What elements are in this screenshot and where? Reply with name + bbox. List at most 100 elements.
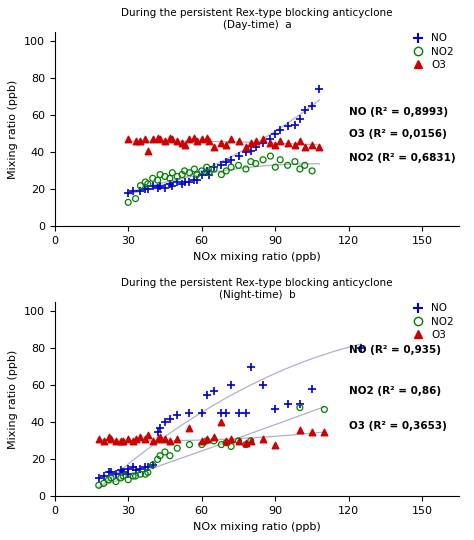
Point (193, 176, 201, 185)
Point (308, 427, 316, 436)
Point (107, 435, 115, 443)
Point (181, 140, 188, 149)
Point (222, 157, 230, 166)
Point (161, 418, 169, 427)
Point (166, 179, 173, 188)
Point (210, 143, 218, 151)
Point (316, 143, 323, 151)
Point (228, 381, 235, 390)
Point (296, 400, 304, 408)
Point (218, 161, 225, 170)
Point (154, 176, 161, 185)
Point (142, 178, 149, 186)
Point (205, 170, 213, 179)
Point (296, 114, 304, 123)
Point (247, 157, 255, 166)
Point (272, 130, 279, 138)
Point (203, 163, 210, 172)
Point (107, 468, 115, 477)
Point (210, 433, 218, 442)
Point (156, 423, 164, 432)
Point (222, 409, 230, 417)
Point (129, 436, 137, 445)
Point (149, 461, 156, 469)
Point (129, 462, 137, 471)
Point (272, 163, 279, 172)
Point (144, 146, 152, 155)
Point (173, 444, 181, 453)
Point (154, 133, 161, 142)
Point (105, 475, 112, 484)
Point (308, 384, 316, 393)
Point (203, 166, 210, 175)
Point (149, 135, 156, 144)
Point (112, 470, 120, 478)
Point (124, 464, 132, 473)
Point (222, 436, 230, 445)
Point (186, 409, 193, 417)
Point (132, 137, 139, 146)
Point (181, 166, 188, 175)
Point (137, 470, 144, 478)
Point (259, 139, 267, 147)
Point (272, 140, 279, 149)
Point (308, 102, 316, 111)
Point (144, 185, 152, 194)
Point (186, 440, 193, 449)
Point (296, 137, 304, 146)
Point (186, 178, 193, 186)
Point (166, 174, 173, 183)
Point (142, 470, 149, 478)
Point (235, 152, 242, 160)
Point (156, 135, 164, 144)
Point (161, 172, 169, 181)
Text: NO (R² = 0,8993): NO (R² = 0,8993) (349, 107, 448, 117)
Point (205, 168, 213, 177)
Point (235, 161, 242, 170)
Point (228, 156, 235, 164)
Point (198, 166, 206, 175)
Point (124, 135, 132, 144)
Point (117, 474, 125, 482)
Point (218, 170, 225, 179)
Point (178, 139, 186, 147)
Point (247, 146, 255, 155)
Point (112, 477, 120, 486)
Point (266, 135, 274, 144)
Point (247, 436, 255, 445)
Point (161, 435, 169, 443)
Point (235, 436, 242, 445)
Text: NO (R² = 0,935): NO (R² = 0,935) (349, 345, 441, 355)
Point (198, 440, 206, 449)
Title: During the persistent Rex-type blocking anticyclone
(Night-time)  b: During the persistent Rex-type blocking … (121, 278, 392, 300)
Point (129, 187, 137, 195)
Point (95, 435, 102, 443)
Point (169, 181, 176, 190)
Point (247, 436, 255, 445)
Point (142, 435, 149, 443)
Point (228, 163, 235, 172)
Point (156, 170, 164, 179)
Point (284, 161, 292, 170)
Point (301, 105, 309, 114)
Point (252, 137, 259, 146)
Point (142, 135, 149, 144)
Point (137, 137, 144, 146)
Point (228, 135, 235, 144)
Point (259, 156, 267, 164)
Point (266, 152, 274, 160)
Point (119, 436, 127, 445)
Point (142, 185, 149, 194)
Point (235, 409, 242, 417)
Point (142, 462, 149, 471)
Point (357, 344, 365, 353)
Point (161, 448, 169, 456)
Point (284, 139, 292, 147)
X-axis label: NOx mixing ratio (ppb): NOx mixing ratio (ppb) (193, 522, 321, 532)
Text: NO2 (R² = 0,6831): NO2 (R² = 0,6831) (349, 153, 456, 163)
Point (119, 472, 127, 481)
Point (173, 137, 181, 146)
Point (320, 405, 328, 414)
Point (198, 436, 206, 445)
Point (308, 166, 316, 175)
